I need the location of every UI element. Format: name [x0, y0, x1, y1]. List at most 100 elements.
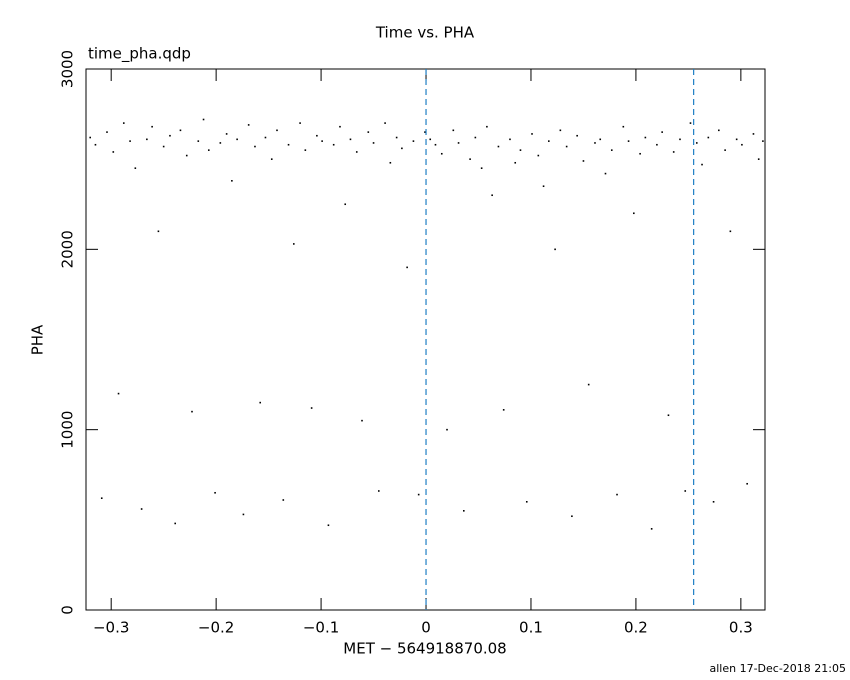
point [718, 129, 720, 132]
point [469, 158, 471, 160]
point [122, 122, 125, 124]
point [202, 118, 205, 121]
point [735, 138, 738, 141]
point [741, 143, 743, 146]
point [197, 140, 200, 142]
point [332, 143, 335, 146]
point [594, 142, 596, 144]
point [287, 143, 290, 146]
point [304, 149, 307, 151]
point [712, 501, 715, 503]
point [457, 142, 460, 144]
point [282, 499, 285, 501]
point [321, 140, 323, 142]
point [486, 125, 488, 128]
point [225, 133, 228, 135]
y-tick-label: 1000 [59, 411, 77, 449]
point [236, 138, 238, 141]
point [559, 129, 562, 132]
point [406, 266, 408, 269]
point [327, 524, 330, 527]
point [689, 122, 692, 124]
point [174, 522, 177, 525]
point [254, 145, 256, 148]
point [548, 140, 550, 142]
point [746, 482, 748, 485]
point [514, 161, 517, 164]
point [571, 515, 573, 518]
point [582, 160, 585, 162]
point [519, 149, 522, 151]
point [633, 212, 635, 215]
point [434, 143, 437, 146]
point [355, 151, 358, 153]
x-tick-label: 0.3 [729, 619, 753, 637]
point [474, 136, 477, 139]
chart-subtitle: time_pha.qdp [88, 45, 191, 64]
point [672, 151, 675, 153]
point [146, 138, 148, 141]
point [509, 138, 511, 141]
y-axis-label: PHA [29, 324, 47, 355]
y-tick-label: 0 [59, 605, 77, 615]
point [417, 493, 420, 496]
point [299, 122, 301, 124]
point [231, 180, 233, 182]
x-tick-label: 0 [421, 619, 431, 637]
chart-title: Time vs. PHA [375, 24, 475, 42]
point [531, 133, 533, 135]
point [537, 154, 540, 157]
point [576, 134, 578, 137]
x-tick-label: −0.3 [93, 619, 129, 637]
point [372, 142, 375, 144]
point [452, 129, 455, 132]
point [757, 158, 760, 160]
y-tick-label: 2000 [59, 230, 77, 268]
point [695, 142, 698, 144]
point [339, 125, 341, 128]
point [179, 129, 182, 132]
point [610, 149, 613, 151]
point [377, 490, 380, 492]
point [106, 131, 108, 133]
point [270, 158, 273, 160]
point [162, 145, 165, 148]
point [292, 243, 295, 245]
x-axis-label: MET − 564918870.08 [343, 640, 506, 658]
point [367, 131, 370, 133]
point [429, 138, 432, 141]
point [389, 161, 392, 164]
point [463, 510, 465, 512]
point [112, 151, 115, 153]
point [94, 143, 97, 146]
point [401, 147, 403, 150]
point [214, 491, 216, 494]
point [316, 134, 318, 137]
point [242, 513, 245, 516]
point [565, 145, 568, 148]
point [762, 140, 764, 142]
point [729, 230, 732, 233]
point [344, 203, 347, 206]
point [644, 136, 647, 139]
point [650, 528, 653, 530]
point [599, 138, 602, 141]
point [276, 129, 278, 132]
point [667, 414, 670, 417]
point [684, 490, 687, 492]
footer: allen 17-Dec-2018 21:05 [709, 662, 846, 675]
point [542, 185, 545, 188]
point [157, 230, 160, 233]
x-tick-label: −0.2 [198, 619, 234, 637]
point [724, 149, 726, 151]
point [129, 140, 131, 142]
point [395, 136, 398, 139]
point [679, 138, 681, 141]
point [191, 410, 193, 413]
point [424, 131, 426, 133]
point [140, 508, 143, 510]
point [117, 392, 120, 395]
point [656, 143, 658, 146]
point [100, 497, 103, 499]
